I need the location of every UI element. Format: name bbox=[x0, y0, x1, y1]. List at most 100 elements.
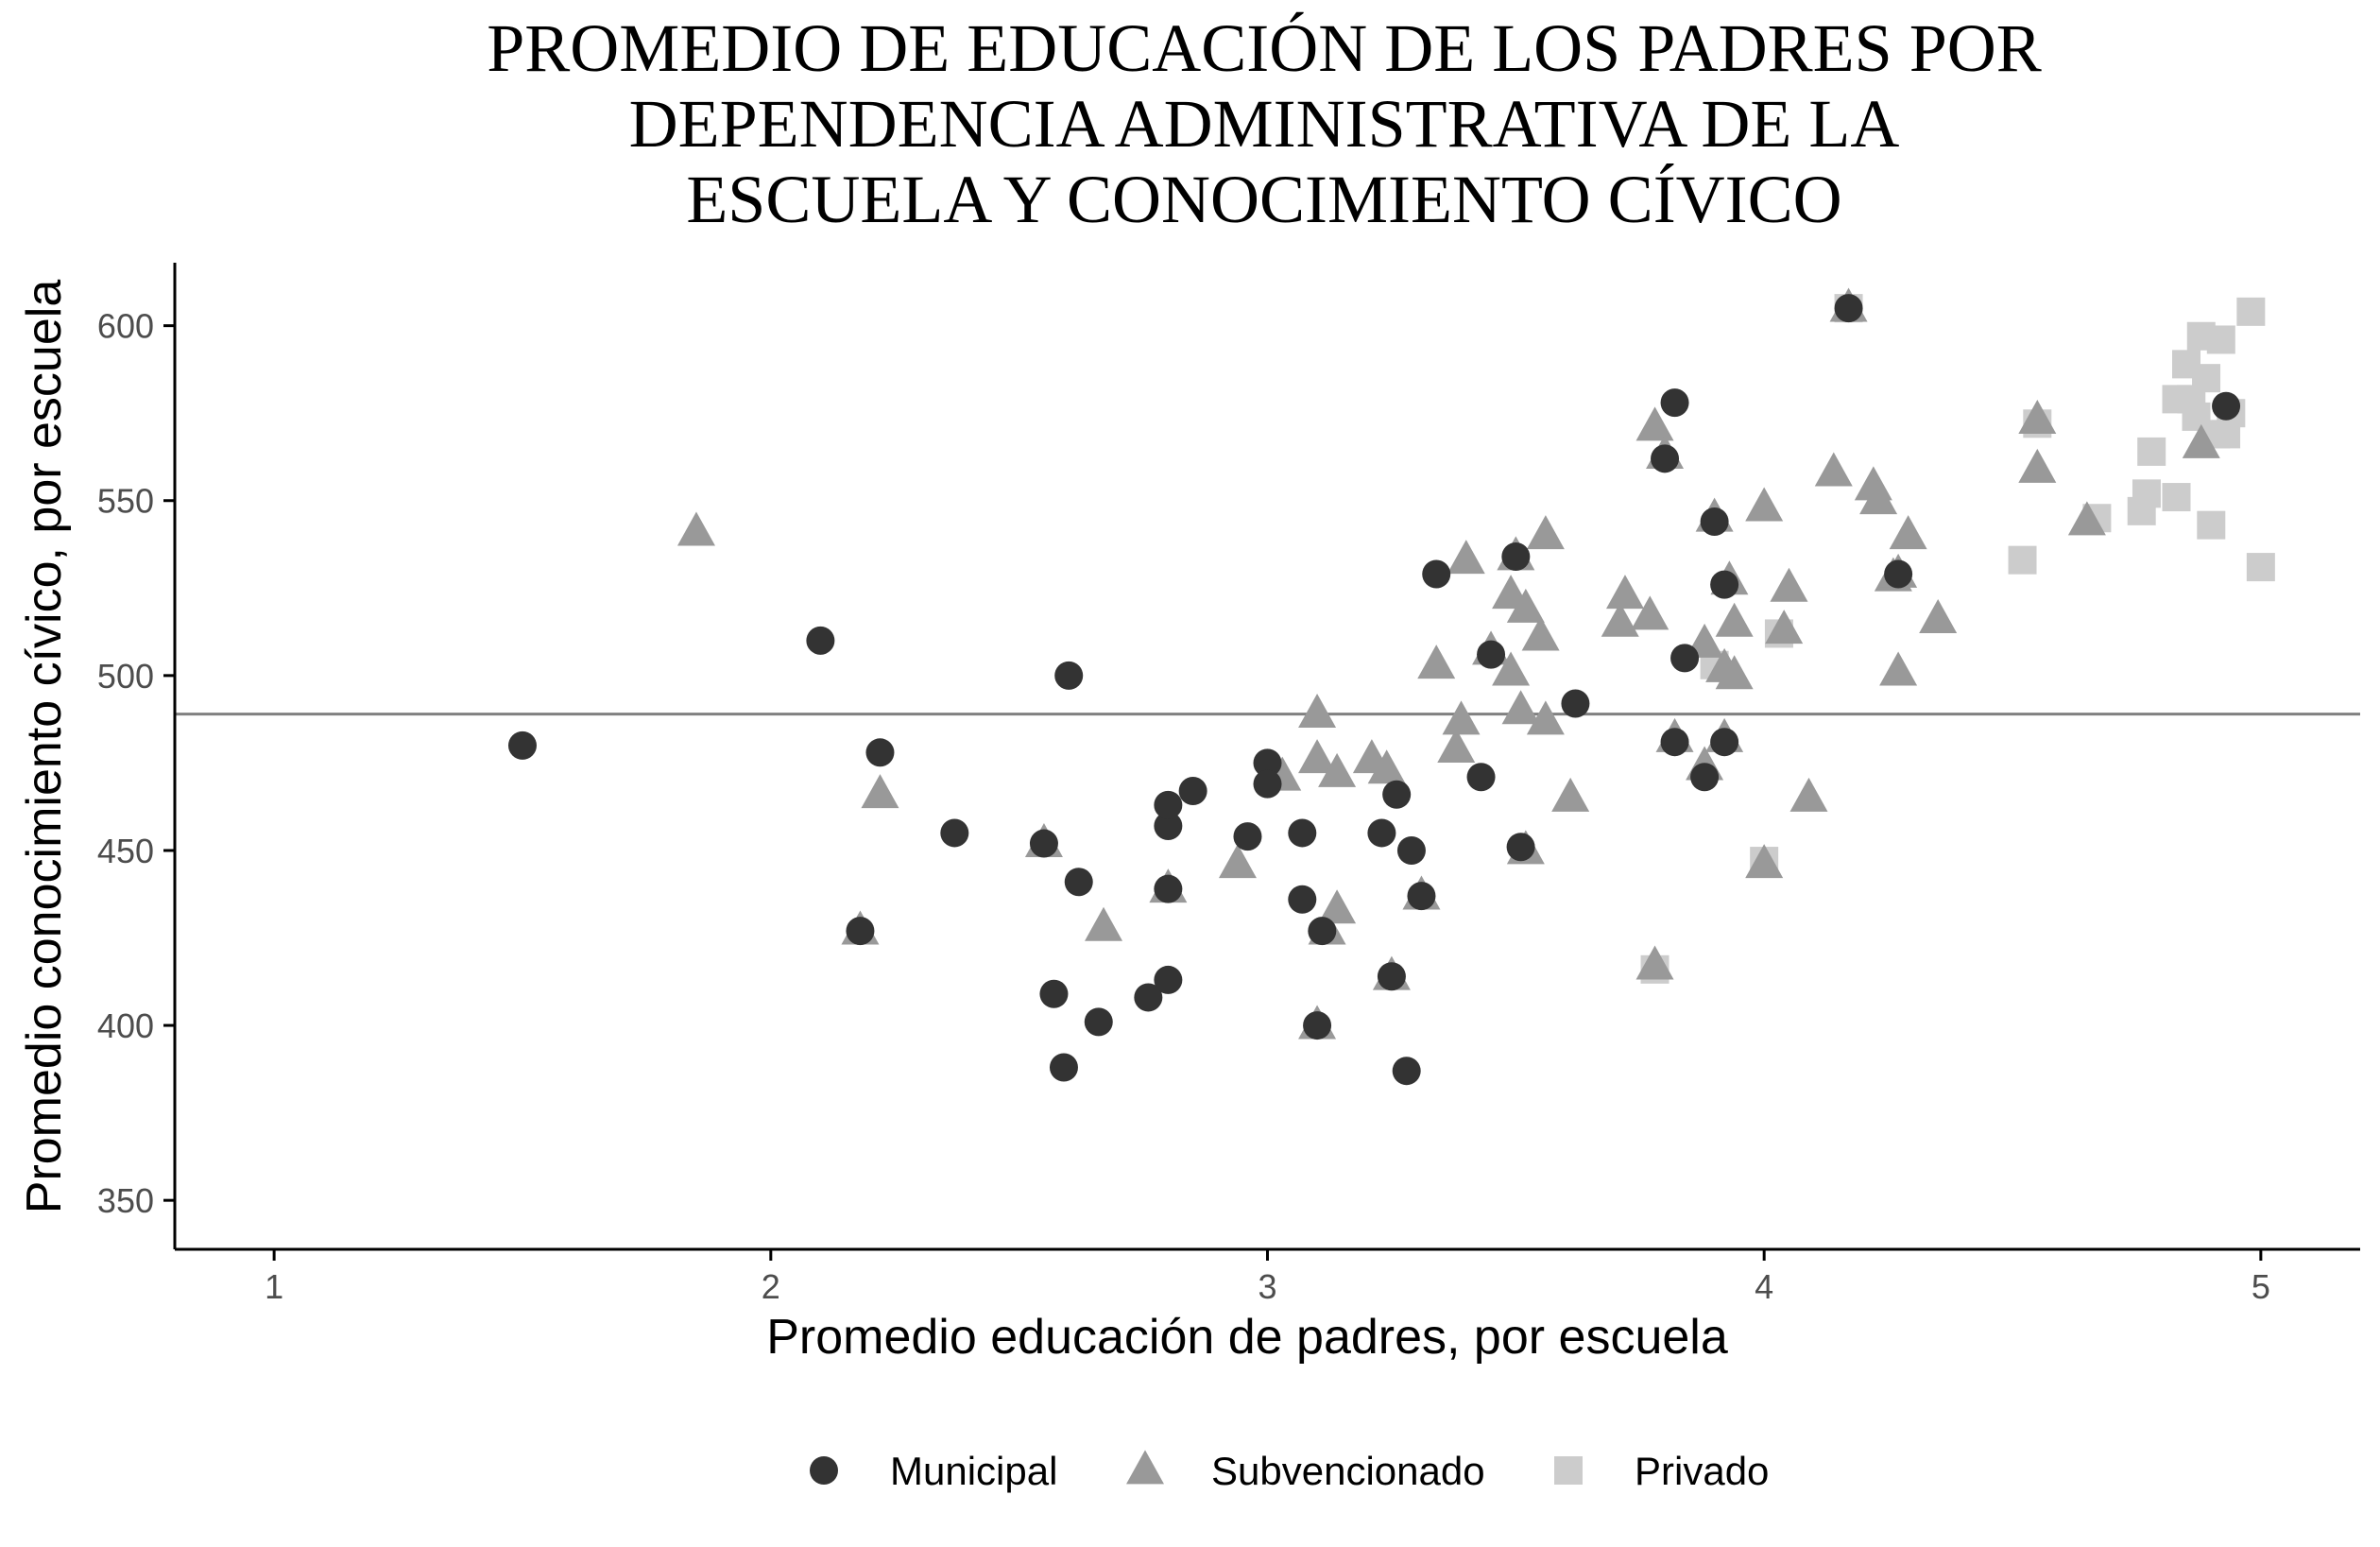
x-axis-title: Promedio educación de padres, por escuel… bbox=[766, 1310, 1728, 1365]
data-point-municipal bbox=[1178, 777, 1207, 806]
data-point-subvencionado bbox=[1635, 406, 1674, 441]
data-point-privado bbox=[2197, 510, 2226, 540]
data-point-subvencionado bbox=[1770, 567, 1808, 602]
data-point-municipal bbox=[1506, 833, 1535, 862]
data-point-privado bbox=[2236, 297, 2266, 326]
data-point-subvencionado bbox=[1605, 575, 1644, 610]
data-point-subvencionado bbox=[1367, 749, 1406, 784]
data-point-municipal bbox=[1303, 1011, 1332, 1040]
data-point-municipal bbox=[1064, 868, 1093, 897]
data-point-subvencionado bbox=[1437, 728, 1476, 763]
data-point-municipal bbox=[1422, 559, 1451, 589]
data-point-privado bbox=[2008, 545, 2037, 575]
data-point-municipal bbox=[1154, 965, 1183, 994]
y-tick-label: 350 bbox=[97, 1181, 154, 1220]
data-point-subvencionado bbox=[2182, 423, 2220, 458]
data-point-subvencionado bbox=[1765, 610, 1804, 645]
series-municipal bbox=[507, 294, 2241, 1086]
data-point-subvencionado bbox=[2067, 501, 2106, 536]
x-tick-label: 1 bbox=[265, 1267, 283, 1306]
data-point-municipal bbox=[1466, 763, 1496, 792]
chart-title: PROMEDIO DE EDUCACIÓN DE LOS PADRES POR … bbox=[487, 10, 2042, 237]
data-point-municipal bbox=[865, 738, 895, 767]
data-point-subvencionado bbox=[1745, 487, 1784, 522]
data-point-subvencionado bbox=[1745, 844, 1784, 879]
data-point-municipal bbox=[806, 626, 835, 655]
data-point-municipal bbox=[1134, 983, 1163, 1012]
x-tick-label: 4 bbox=[1755, 1267, 1773, 1306]
legend-item-municipal: Municipal bbox=[810, 1449, 1057, 1493]
legend-square-icon bbox=[1554, 1456, 1583, 1485]
data-point-subvencionado bbox=[1601, 602, 1639, 637]
data-point-municipal bbox=[1884, 559, 1913, 589]
data-point-municipal bbox=[1253, 748, 1282, 778]
data-point-municipal bbox=[846, 917, 875, 946]
data-point-municipal bbox=[507, 731, 537, 760]
data-point-subvencionado bbox=[1318, 752, 1357, 787]
data-point-privado bbox=[2206, 325, 2235, 354]
data-point-subvencionado bbox=[676, 511, 715, 546]
data-point-municipal bbox=[1710, 570, 1739, 599]
data-point-municipal bbox=[1834, 294, 1863, 323]
data-point-municipal bbox=[1407, 882, 1436, 911]
data-point-privado bbox=[2132, 479, 2161, 508]
data-point-privado bbox=[2192, 364, 2221, 393]
data-point-municipal bbox=[1039, 979, 1069, 1008]
legend-triangle-icon bbox=[1126, 1450, 1164, 1485]
data-point-subvencionado bbox=[2018, 399, 2057, 434]
data-point-municipal bbox=[1396, 835, 1426, 865]
data-point-municipal bbox=[1392, 1057, 1421, 1086]
data-point-privado bbox=[2162, 483, 2191, 512]
data-point-subvencionado bbox=[2018, 448, 2057, 483]
data-point-subvencionado bbox=[1859, 480, 1898, 515]
data-point-municipal bbox=[1154, 790, 1183, 819]
data-point-municipal bbox=[1154, 874, 1183, 903]
data-point-subvencionado bbox=[1814, 452, 1853, 487]
data-point-subvencionado bbox=[1447, 540, 1485, 575]
legend-circle-icon bbox=[810, 1456, 838, 1485]
data-point-municipal bbox=[1154, 812, 1183, 841]
legend-label: Privado bbox=[1635, 1449, 1769, 1493]
data-point-subvencionado bbox=[1879, 651, 1918, 686]
data-point-subvencionado bbox=[1492, 651, 1531, 686]
data-point-subvencionado bbox=[1715, 602, 1754, 637]
data-point-subvencionado bbox=[1631, 595, 1669, 630]
data-point-municipal bbox=[1233, 822, 1262, 851]
data-point-municipal bbox=[1253, 769, 1282, 799]
data-point-subvencionado bbox=[1551, 777, 1590, 812]
x-tick-label: 3 bbox=[1258, 1267, 1276, 1306]
data-point-municipal bbox=[1660, 728, 1689, 757]
data-point-subvencionado bbox=[1919, 599, 1958, 634]
data-point-subvencionado bbox=[1715, 655, 1754, 690]
data-point-subvencionado bbox=[1501, 690, 1540, 725]
legend-item-subvencionado: Subvencionado bbox=[1126, 1449, 1485, 1493]
data-point-municipal bbox=[1054, 661, 1084, 690]
data-point-municipal bbox=[1710, 728, 1739, 757]
chart-title-line-3: ESCUELA Y CONOCIMIENTO CÍVICO bbox=[686, 162, 1841, 237]
plot-area: 350 400 450 500 550 600 1 2 3 4 5 bbox=[97, 263, 2360, 1306]
y-tick-label: 400 bbox=[97, 1006, 154, 1045]
data-point-subvencionado bbox=[1218, 844, 1257, 879]
data-point-municipal bbox=[1084, 1007, 1113, 1037]
legend-item-privado: Privado bbox=[1554, 1449, 1769, 1493]
x-tick-label: 5 bbox=[2252, 1267, 2270, 1306]
y-tick-label: 550 bbox=[97, 482, 154, 521]
data-point-municipal bbox=[1049, 1053, 1078, 1082]
y-tick-label: 450 bbox=[97, 832, 154, 870]
data-point-municipal bbox=[1477, 640, 1506, 669]
y-tick-label: 600 bbox=[97, 307, 154, 346]
data-point-municipal bbox=[1377, 962, 1406, 991]
series-subvencionado bbox=[676, 287, 2220, 1040]
data-point-municipal bbox=[1029, 829, 1058, 858]
data-point-municipal bbox=[1288, 885, 1317, 914]
data-point-subvencionado bbox=[1417, 645, 1456, 679]
data-point-subvencionado bbox=[1442, 700, 1481, 735]
data-point-municipal bbox=[1690, 763, 1720, 792]
x-tick-label: 2 bbox=[762, 1267, 780, 1306]
data-point-municipal bbox=[1670, 644, 1700, 673]
data-point-subvencionado bbox=[1789, 777, 1828, 812]
data-point-subvencionado bbox=[1521, 616, 1560, 651]
data-point-subvencionado bbox=[1526, 515, 1565, 550]
y-axis-title: Promedio conocimiento cívico, por escuel… bbox=[17, 280, 72, 1214]
data-point-privado bbox=[2246, 553, 2275, 582]
